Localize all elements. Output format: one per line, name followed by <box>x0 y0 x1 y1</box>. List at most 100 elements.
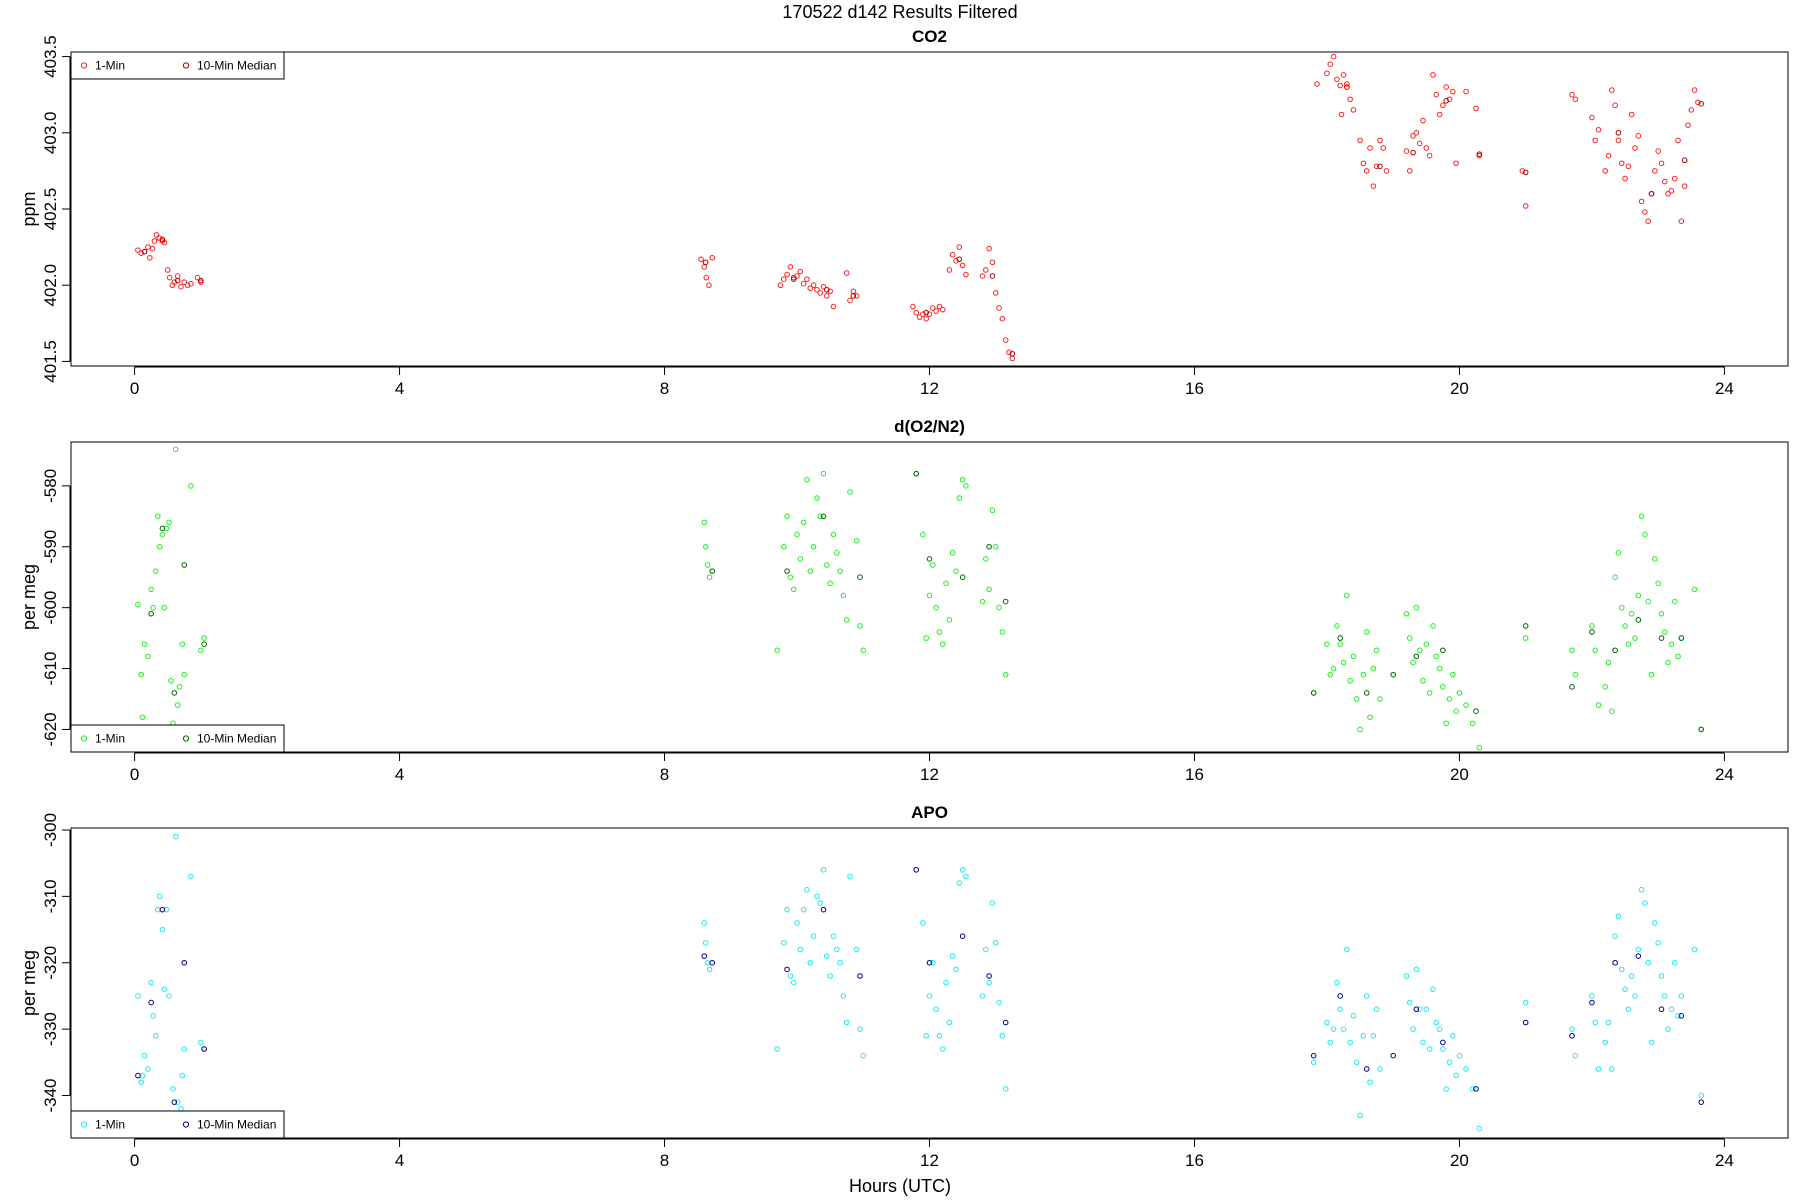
data-point <box>963 483 969 489</box>
data-point <box>926 311 933 317</box>
legend-box <box>70 1110 285 1139</box>
x-tick-label: 16 <box>1185 765 1204 784</box>
data-point <box>1340 1026 1347 1032</box>
x-tick-label: 12 <box>920 379 939 398</box>
data-point <box>1426 1046 1433 1052</box>
data-point <box>1612 959 1618 966</box>
panel-apo: APO 0 4 8 12 16 20 24 -340 -330 -320 -310 -300 per me… <box>19 803 1789 1170</box>
y-tick-label: -300 <box>41 813 60 847</box>
data-point <box>923 1032 929 1039</box>
data-point <box>837 959 843 966</box>
data-point <box>1569 1032 1575 1039</box>
figure-title: 170522 d142 Results Filtered <box>782 2 1017 22</box>
data-point <box>1433 91 1440 98</box>
data-point <box>1668 187 1675 194</box>
data-point <box>1618 966 1625 973</box>
data-point <box>1370 665 1377 672</box>
data-point <box>179 641 186 648</box>
data-point <box>1675 1013 1681 1019</box>
data-point <box>1589 999 1595 1006</box>
data-point <box>706 282 712 289</box>
data-point <box>1671 175 1678 182</box>
y-tick-label: -310 <box>41 879 60 913</box>
data-point <box>1423 145 1430 151</box>
data-point <box>698 256 704 263</box>
data-point <box>150 1013 156 1019</box>
data-point <box>1310 1059 1317 1066</box>
data-point <box>1406 999 1413 1006</box>
data-point <box>1413 129 1420 136</box>
data-point <box>174 277 181 284</box>
data-point <box>1440 1039 1446 1046</box>
data-point <box>1661 629 1668 635</box>
data-point <box>820 470 827 477</box>
data-point <box>790 586 797 593</box>
data-point <box>1334 979 1340 986</box>
data-point <box>780 276 787 282</box>
data-point <box>1327 1039 1334 1046</box>
x-tick-label: 16 <box>1185 379 1204 398</box>
data-point <box>853 293 860 299</box>
data-point <box>1337 993 1344 999</box>
y-axis-title: per meg <box>19 950 39 1016</box>
data-point <box>135 1072 141 1079</box>
data-point <box>920 920 926 926</box>
data-point <box>178 283 184 290</box>
data-point <box>1002 337 1009 343</box>
data-point <box>1625 641 1632 648</box>
data-point <box>1476 1125 1483 1132</box>
data-point <box>850 288 857 295</box>
data-point <box>1665 190 1671 197</box>
data-point <box>170 1086 176 1092</box>
data-point <box>1645 959 1652 966</box>
legend-label: 1-Min <box>95 732 125 746</box>
data-point <box>1685 122 1691 128</box>
data-point <box>847 489 853 495</box>
data-point <box>141 641 148 648</box>
legend-label: 10-Min Median <box>197 59 276 73</box>
data-point <box>1612 933 1618 940</box>
data-point <box>1473 105 1479 112</box>
data-point <box>946 267 953 273</box>
data-point <box>1420 117 1426 124</box>
data-point <box>1413 966 1420 973</box>
data-point <box>784 966 790 973</box>
panel-co2: CO2 0 4 8 12 16 20 24 401.5 402.0 402.5 403.0 403.5 p… <box>19 27 1789 398</box>
data-point <box>949 550 956 556</box>
data-point <box>1572 1052 1579 1059</box>
data-point <box>154 906 161 913</box>
data-point <box>1618 160 1625 167</box>
data-point <box>1430 623 1436 629</box>
data-point <box>1314 81 1320 87</box>
data-point <box>1612 102 1618 109</box>
data-point <box>702 940 709 946</box>
data-point <box>1638 198 1645 205</box>
data-point <box>181 562 188 568</box>
data-point <box>168 677 174 684</box>
data-point <box>1648 671 1655 678</box>
data-point <box>152 568 159 574</box>
data-point <box>784 568 790 574</box>
data-point <box>1605 1019 1612 1026</box>
data-point <box>1403 610 1410 617</box>
data-point <box>794 273 800 279</box>
data-point <box>1569 91 1575 98</box>
data-point <box>1450 671 1456 678</box>
data-point <box>933 604 939 611</box>
data-point <box>1357 726 1363 733</box>
data-point <box>163 525 170 532</box>
data-point <box>936 1032 943 1039</box>
data-point <box>1360 160 1367 167</box>
data-point <box>148 610 154 617</box>
data-point <box>804 476 810 483</box>
data-point <box>1446 96 1453 103</box>
data-point <box>201 635 207 641</box>
data-point <box>1334 76 1340 83</box>
data-point <box>1390 1052 1396 1059</box>
data-point <box>1344 946 1350 953</box>
data-point <box>814 286 820 293</box>
data-point <box>135 601 141 608</box>
data-point <box>1450 88 1456 95</box>
data-point <box>1595 126 1602 133</box>
